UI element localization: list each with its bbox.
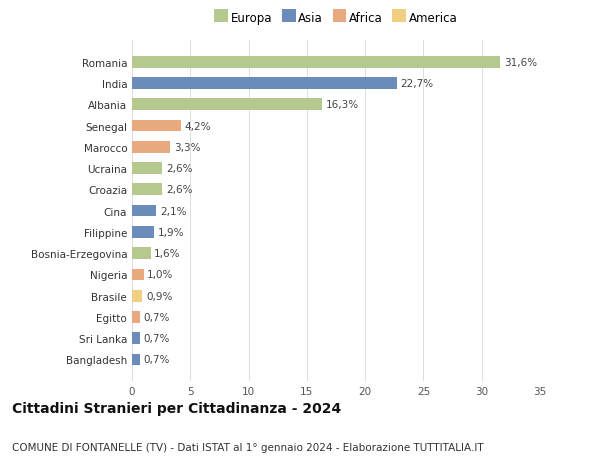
Text: COMUNE DI FONTANELLE (TV) - Dati ISTAT al 1° gennaio 2024 - Elaborazione TUTTITA: COMUNE DI FONTANELLE (TV) - Dati ISTAT a… [12,442,484,452]
Bar [132,78,397,90]
Text: 2,6%: 2,6% [166,164,193,174]
Bar [132,248,151,259]
Legend: Europa, Asia, Africa, America: Europa, Asia, Africa, America [212,10,460,28]
Text: 3,3%: 3,3% [174,142,200,152]
Bar [132,290,142,302]
Text: 1,0%: 1,0% [147,270,173,280]
Bar [132,142,170,153]
Text: 2,1%: 2,1% [160,206,187,216]
Bar [132,120,181,132]
Text: 0,7%: 0,7% [143,312,170,322]
Text: 4,2%: 4,2% [184,121,211,131]
Text: 22,7%: 22,7% [400,79,433,89]
Bar [132,333,140,344]
Text: Cittadini Stranieri per Cittadinanza - 2024: Cittadini Stranieri per Cittadinanza - 2… [12,402,341,415]
Text: 2,6%: 2,6% [166,185,193,195]
Text: 16,3%: 16,3% [326,100,359,110]
Bar [132,311,140,323]
Bar [132,205,157,217]
Text: 0,7%: 0,7% [143,334,170,343]
Text: 0,9%: 0,9% [146,291,172,301]
Bar [132,227,154,238]
Text: 1,9%: 1,9% [158,227,184,237]
Bar [132,163,163,174]
Bar [132,99,322,111]
Text: 31,6%: 31,6% [504,57,537,67]
Bar [132,269,143,280]
Bar [132,184,163,196]
Bar [132,354,140,365]
Text: 1,6%: 1,6% [154,249,181,258]
Text: 0,7%: 0,7% [143,355,170,365]
Bar [132,57,500,68]
